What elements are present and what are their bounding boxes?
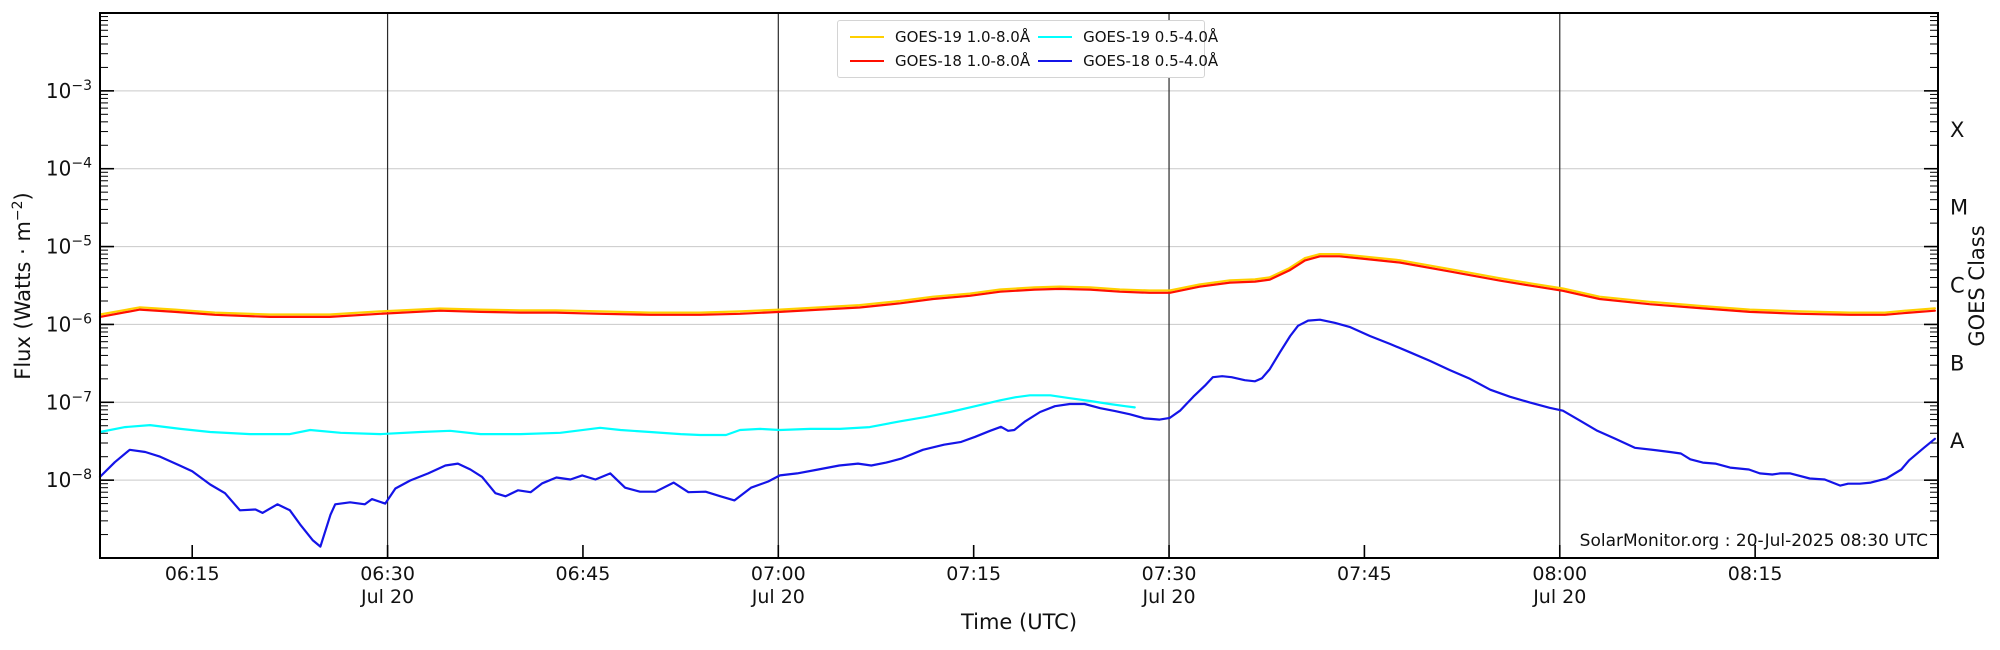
legend-swatch-icon bbox=[1038, 59, 1073, 63]
y-tick-label: 10−5 bbox=[46, 234, 92, 259]
x-tick-day-label: Jul 20 bbox=[1532, 586, 1586, 608]
series-GOES-19 1.0-8.0Å bbox=[98, 253, 1937, 316]
right-axis-title: GOES Class bbox=[1965, 225, 1989, 346]
x-tick-label: 08:15 bbox=[1728, 563, 1783, 585]
legend-item: GOES-18 1.0-8.0Å bbox=[850, 52, 1030, 70]
goes-class-letter: C bbox=[1950, 274, 1965, 298]
y-tick-label: 10−7 bbox=[46, 389, 92, 414]
legend-swatch-icon bbox=[1038, 35, 1073, 39]
goes-class-letter: A bbox=[1950, 429, 1965, 453]
legend-label: GOES-18 0.5-4.0Å bbox=[1083, 52, 1219, 70]
y-axis-title-prefix: Flux (Watts · m bbox=[11, 221, 35, 380]
x-tick-label: 07:30 bbox=[1142, 563, 1197, 585]
x-tick-day-label: Jul 20 bbox=[1141, 586, 1195, 608]
legend-item: GOES-18 0.5-4.0Å bbox=[1038, 52, 1218, 70]
x-tick-label: 08:00 bbox=[1532, 563, 1587, 585]
y-axis-title: Flux (Watts · m−2) bbox=[10, 192, 35, 380]
y-tick-label: 10−8 bbox=[46, 467, 92, 492]
goes-class-letter: M bbox=[1950, 196, 1968, 220]
legend-item: GOES-19 1.0-8.0Å bbox=[850, 28, 1030, 46]
x-tick-label: 06:30 bbox=[360, 563, 415, 585]
plot-frame bbox=[99, 12, 1939, 559]
legend-swatch-icon bbox=[850, 35, 884, 39]
series-GOES-18 1.0-8.0Å bbox=[98, 255, 1937, 318]
series-GOES-18 0.5-4.0Å bbox=[98, 318, 1937, 548]
x-tick-day-label: Jul 20 bbox=[751, 586, 805, 608]
x-tick-day-label: Jul 20 bbox=[360, 586, 414, 608]
legend-label: GOES-19 0.5-4.0Å bbox=[1083, 28, 1219, 46]
y-axis-title-suffix: ) bbox=[11, 192, 35, 200]
y-tick-label: 10−6 bbox=[46, 311, 92, 336]
legend-label: GOES-18 1.0-8.0Å bbox=[895, 52, 1031, 70]
goes-class-letter: B bbox=[1950, 351, 1964, 375]
y-tick-label: 10−3 bbox=[46, 78, 92, 103]
x-tick-label: 07:15 bbox=[946, 563, 1001, 585]
legend: GOES-19 1.0-8.0Å GOES-18 1.0-8.0Å GOES-19 … bbox=[837, 20, 1218, 78]
x-tick-label: 07:45 bbox=[1337, 563, 1392, 585]
goes-class-letter: X bbox=[1950, 118, 1964, 142]
x-tick-label: 06:45 bbox=[556, 563, 611, 585]
series-GOES-19 0.5-4.0Å bbox=[98, 394, 1136, 437]
legend-item: GOES-19 0.5-4.0Å bbox=[1038, 28, 1218, 46]
y-tick-label: 10−4 bbox=[46, 156, 92, 181]
y-axis-title-exponent: −2 bbox=[10, 200, 26, 221]
x-tick-label: 07:00 bbox=[751, 563, 806, 585]
legend-label: GOES-19 1.0-8.0Å bbox=[895, 28, 1031, 46]
x-tick-label: 06:15 bbox=[165, 563, 220, 585]
legend-swatch-icon bbox=[850, 59, 884, 63]
watermark-text: SolarMonitor.org : 20-Jul-2025 08:30 UTC bbox=[1580, 531, 1928, 551]
x-axis-title: Time (UTC) bbox=[960, 610, 1077, 634]
